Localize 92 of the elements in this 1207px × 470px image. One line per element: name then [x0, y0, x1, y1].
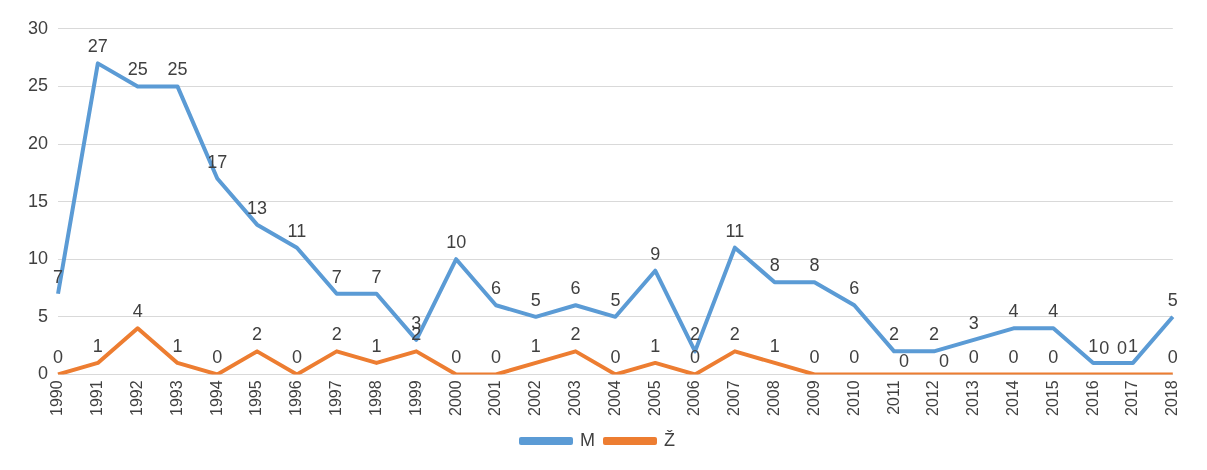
x-tick-label: 1993: [167, 380, 185, 416]
x-tick-label: 1997: [327, 380, 345, 416]
data-label: 0: [849, 347, 860, 368]
y-tick-label: 25: [27, 75, 49, 96]
data-label: 2: [570, 324, 581, 345]
data-label: 0: [1116, 337, 1127, 358]
x-tick-label: 2018: [1163, 380, 1181, 416]
data-label: 2: [729, 324, 740, 345]
x-tick-label: 1994: [207, 380, 225, 416]
data-label: 4: [132, 301, 143, 322]
x-tick-label: 1999: [406, 380, 424, 416]
data-label: 8: [769, 255, 780, 276]
data-label: 25: [167, 59, 188, 80]
data-label: 0: [1099, 337, 1110, 358]
x-tick-label: 2006: [685, 380, 703, 416]
x-tick-label: 2007: [725, 380, 743, 416]
data-label: 0: [899, 351, 910, 372]
x-tick-label: 2013: [964, 380, 982, 416]
data-label: 0: [809, 347, 820, 368]
x-tick-label: 1998: [366, 380, 384, 416]
x-tick-label: 1996: [287, 380, 305, 416]
y-tick-label: 20: [27, 132, 49, 153]
data-label: 0: [490, 347, 501, 368]
data-label: 0: [968, 347, 979, 368]
data-label: 9: [650, 243, 661, 264]
data-label: 0: [1048, 347, 1059, 368]
y-tick-label: 30: [27, 17, 49, 38]
data-label: 0: [212, 347, 223, 368]
data-label: 0: [690, 347, 701, 368]
x-tick-label: 2009: [804, 380, 822, 416]
data-label: 0: [1008, 347, 1019, 368]
data-label: 7: [331, 266, 342, 287]
data-label: 4: [1048, 301, 1059, 322]
x-tick-label: 1992: [128, 380, 146, 416]
data-label: 5: [530, 289, 541, 310]
y-tick-label: 15: [27, 190, 49, 211]
x-tick-label: 2017: [1123, 380, 1141, 416]
data-label: 11: [287, 220, 307, 241]
legend-label: M: [580, 429, 596, 450]
y-tick-label: 0: [38, 363, 49, 384]
x-tick-label: 2002: [526, 380, 544, 416]
data-label: 6: [849, 278, 860, 299]
x-tick-label: 1995: [247, 380, 265, 416]
x-tick-label: 2012: [924, 380, 942, 416]
data-label: 1: [1127, 335, 1138, 356]
data-label: 0: [1167, 347, 1178, 368]
x-tick-label: 2001: [486, 380, 504, 416]
x-tick-label: 2014: [1003, 380, 1021, 416]
data-label: 7: [371, 266, 382, 287]
data-label: 5: [610, 289, 621, 310]
y-tick-label: 10: [27, 248, 49, 269]
x-tick-label: 2005: [645, 380, 663, 416]
data-label: 10: [446, 232, 467, 253]
x-tick-label: 2004: [605, 380, 623, 416]
legend-label: Ž: [664, 429, 675, 450]
x-tick-label: 2010: [844, 380, 862, 416]
data-label: 5: [1167, 289, 1178, 310]
data-label: 1: [530, 335, 541, 356]
data-label: 2: [928, 324, 939, 345]
data-label: 2: [252, 324, 263, 345]
data-label: 0: [53, 347, 64, 368]
x-tick-label: 2008: [765, 380, 783, 416]
x-tick-label: 2016: [1083, 380, 1101, 416]
x-tick-label: 1991: [88, 380, 106, 416]
data-label: 1: [769, 335, 780, 356]
data-label: 8: [809, 255, 820, 276]
y-tick-label: 5: [38, 305, 49, 326]
x-tick-label: 1990: [48, 380, 66, 416]
data-label: 25: [127, 59, 148, 80]
data-label: 27: [87, 36, 108, 57]
data-label: 0: [938, 351, 949, 372]
data-label: 0: [610, 347, 621, 368]
data-label: 13: [247, 197, 268, 218]
data-label: 1: [92, 335, 103, 356]
data-label: 11: [725, 220, 745, 241]
x-tick-label: 2011: [884, 380, 902, 415]
data-label: 3: [968, 312, 979, 333]
data-label: 1: [1088, 335, 1099, 356]
data-label: 0: [291, 347, 302, 368]
data-label: 2: [690, 324, 701, 345]
data-label: 1: [371, 335, 382, 356]
x-tick-label: 2015: [1043, 380, 1061, 416]
data-label: 1: [172, 335, 183, 356]
data-label: 6: [490, 278, 501, 299]
x-tick-label: 2000: [446, 380, 464, 416]
data-label: 1: [650, 335, 661, 356]
x-tick-label: 2003: [566, 380, 583, 416]
data-label: 0: [451, 347, 462, 368]
data-label: 2: [331, 324, 342, 345]
data-label: 6: [570, 278, 581, 299]
data-label: 2: [889, 324, 900, 345]
data-label: 4: [1008, 301, 1019, 322]
